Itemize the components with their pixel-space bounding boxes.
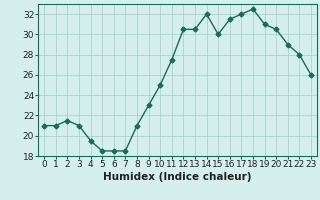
X-axis label: Humidex (Indice chaleur): Humidex (Indice chaleur) — [103, 172, 252, 182]
